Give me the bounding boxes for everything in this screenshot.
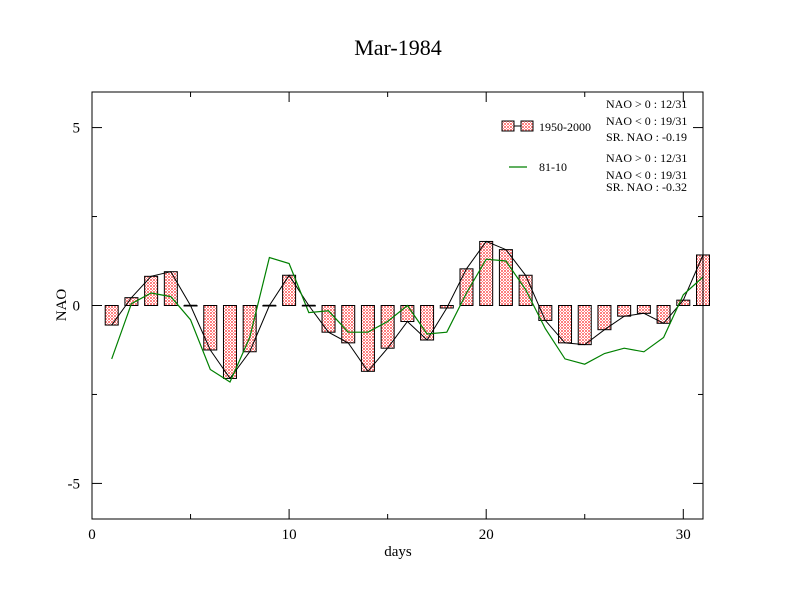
y-tick-label: 5 xyxy=(73,121,81,137)
bar-day-6 xyxy=(203,305,218,351)
bar-day-25 xyxy=(577,305,592,346)
bar-day-17 xyxy=(420,305,435,341)
bar-day-13 xyxy=(341,305,356,344)
series-81-10-line xyxy=(111,256,704,383)
stat-sr-nao: SR. NAO : -0.19 xyxy=(606,130,687,144)
y-axis-label: NAO xyxy=(54,289,70,322)
x-axis-label: days xyxy=(384,544,412,560)
x-tick-label: 30 xyxy=(676,527,691,543)
legend-entry-1950-2000: 1950-2000 xyxy=(501,120,591,134)
bar-day-21 xyxy=(498,249,513,307)
bar-day-23 xyxy=(538,305,553,321)
chart-title: Mar-1984 xyxy=(354,35,442,60)
bar-outline-line xyxy=(111,240,704,380)
legend-entry-81-10: 81-10 xyxy=(509,160,567,174)
bar-day-7 xyxy=(222,305,237,379)
legend-swatch-1950-2000-right xyxy=(520,120,534,132)
bar-day-4 xyxy=(163,271,178,306)
bar-day-19 xyxy=(459,268,474,306)
bar-day-28 xyxy=(636,305,651,314)
y-tick-label: 0 xyxy=(73,299,81,315)
stat-nao-positive: NAO > 0 : 12/31 xyxy=(606,97,687,111)
legend-label-81-10: 81-10 xyxy=(539,160,567,174)
x-tick-label: 10 xyxy=(282,527,297,543)
bar-day-12 xyxy=(321,305,336,333)
x-tick-label: 20 xyxy=(479,527,494,543)
y-tick-label: -5 xyxy=(68,476,81,492)
bar-day-10 xyxy=(282,274,297,307)
bar-day-14 xyxy=(360,305,375,372)
legend-swatch-1950-2000 xyxy=(501,120,515,132)
legend-stats-81-10: NAO > 0 : 12/31 NAO < 0 : 19/31 SR. NAO … xyxy=(606,151,687,194)
bar-day-27 xyxy=(617,305,632,317)
legend: 1950-2000 NAO > 0 : 12/31 NAO < 0 : 19/3… xyxy=(501,97,687,194)
x-tick-label: 0 xyxy=(88,527,96,543)
legend-stats-1950-2000: NAO > 0 : 12/31 NAO < 0 : 19/31 SR. NAO … xyxy=(606,97,687,144)
bar-day-1 xyxy=(104,305,119,326)
legend-label-1950-2000: 1950-2000 xyxy=(539,120,591,134)
stat-nao-negative: NAO < 0 : 19/31 xyxy=(606,114,687,128)
stat-nao-negative: NAO < 0 : 19/31 xyxy=(606,168,687,182)
bar-day-8 xyxy=(242,305,257,353)
plot-area: 0 10 20 30 -5 0 5 xyxy=(68,91,710,543)
stat-sr-nao: SR. NAO : -0.32 xyxy=(606,180,687,194)
bar-day-16 xyxy=(400,305,415,323)
stat-nao-positive: NAO > 0 : 12/31 xyxy=(606,151,687,165)
bar-day-20 xyxy=(479,240,494,306)
